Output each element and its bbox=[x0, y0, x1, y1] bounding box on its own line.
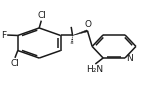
Text: N: N bbox=[126, 54, 133, 63]
Text: H₂N: H₂N bbox=[86, 65, 103, 74]
Polygon shape bbox=[72, 36, 73, 37]
Polygon shape bbox=[71, 41, 73, 42]
Text: F: F bbox=[1, 31, 6, 40]
Text: Cl: Cl bbox=[38, 11, 46, 20]
Polygon shape bbox=[71, 39, 73, 40]
Text: O: O bbox=[84, 20, 91, 29]
Polygon shape bbox=[73, 30, 88, 36]
Polygon shape bbox=[71, 42, 73, 44]
Text: Cl: Cl bbox=[11, 59, 19, 68]
Polygon shape bbox=[72, 37, 73, 38]
